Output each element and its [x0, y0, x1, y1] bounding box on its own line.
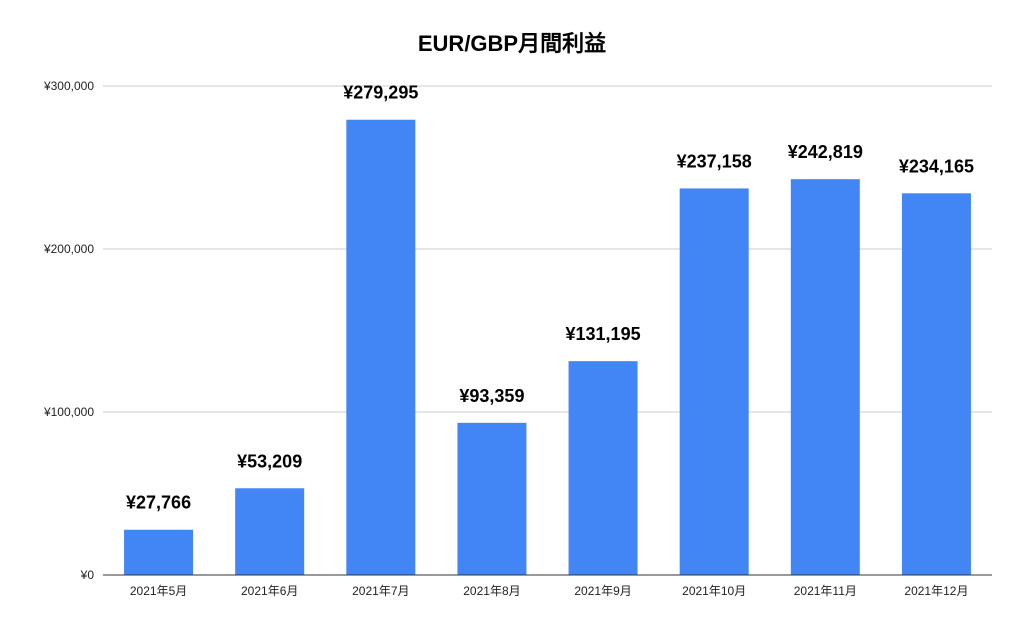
bar: [124, 529, 194, 575]
x-tick-label: 2021年10月: [682, 584, 746, 598]
chart-title: EUR/GBP月間利益: [417, 31, 607, 56]
data-label: ¥234,165: [899, 156, 974, 176]
data-label: ¥93,359: [459, 386, 524, 406]
bar: [346, 119, 416, 576]
x-axis-ticks: 2021年5月 2021年6月 2021年7月 2021年8月 2021年9月 2021年…: [130, 584, 969, 598]
y-axis-ticks: ¥0 ¥100,000 ¥200,000 ¥300,000: [43, 79, 94, 582]
bar: [457, 422, 527, 575]
bar: [679, 188, 749, 575]
data-label: ¥53,209: [237, 451, 302, 471]
y-tick-label: ¥0: [80, 568, 95, 582]
bar: [790, 179, 860, 576]
data-label: ¥242,819: [788, 142, 863, 162]
bar: [568, 361, 638, 575]
x-tick-label: 2021年5月: [130, 584, 187, 598]
data-label: ¥27,766: [126, 493, 191, 513]
x-tick-label: 2021年6月: [241, 584, 298, 598]
x-tick-label: 2021年11月: [794, 584, 857, 598]
data-labels: ¥27,766 ¥53,209 ¥279,295 ¥93,359 ¥131,195 ¥23…: [126, 83, 974, 513]
data-label: ¥237,158: [677, 151, 752, 171]
x-tick-label: 2021年8月: [463, 584, 520, 598]
y-tick-label: ¥100,000: [43, 405, 94, 419]
x-tick-label: 2021年9月: [574, 584, 631, 598]
x-tick-label: 2021年7月: [352, 584, 409, 598]
data-label: ¥279,295: [343, 83, 418, 103]
bar: [901, 193, 971, 576]
data-label: ¥131,195: [566, 324, 641, 344]
y-tick-label: ¥200,000: [43, 242, 94, 256]
bars: [124, 119, 971, 576]
y-tick-label: ¥300,000: [43, 79, 94, 93]
x-tick-label: 2021年12月: [904, 584, 968, 598]
bar: [235, 488, 305, 575]
